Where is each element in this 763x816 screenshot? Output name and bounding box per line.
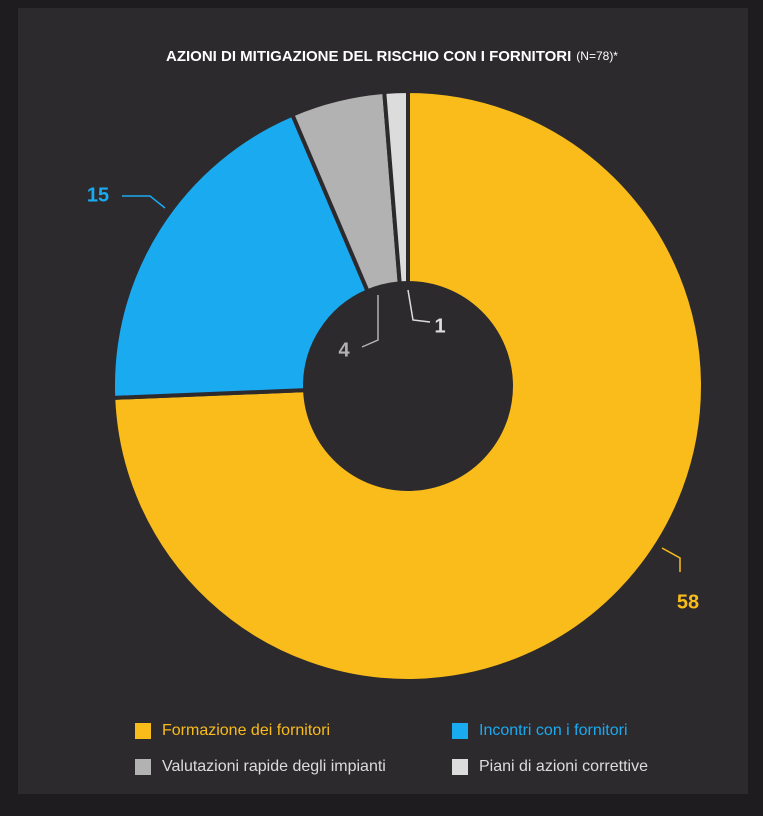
leader-line xyxy=(407,289,431,323)
leader-line xyxy=(361,295,379,348)
data-label: 15 xyxy=(87,184,109,206)
legend-label: Piani di azioni correttive xyxy=(479,758,648,775)
data-label: 1 xyxy=(434,315,445,337)
data-label: 58 xyxy=(677,591,699,613)
chart-title: AZIONI DI MITIGAZIONE DEL RISCHIO CON I … xyxy=(166,48,618,65)
legend-swatch xyxy=(135,723,151,739)
donut-segment xyxy=(111,112,370,400)
subtitle: (N=78)* xyxy=(576,49,618,63)
leader-line xyxy=(661,547,681,572)
leader-lines xyxy=(122,195,681,572)
legend-swatch xyxy=(452,723,468,739)
legend-swatch xyxy=(135,759,151,775)
legend-label: Formazione dei fornitori xyxy=(162,722,330,739)
leader-line xyxy=(122,195,166,209)
donut-segment xyxy=(111,89,705,683)
donut-segment xyxy=(382,89,410,286)
legend-swatch xyxy=(452,759,468,775)
legend-label: Valutazioni rapide degli impianti xyxy=(162,758,386,775)
title: AZIONI DI MITIGAZIONE DEL RISCHIO CON I … xyxy=(166,48,571,65)
data-label: 4 xyxy=(338,339,350,361)
legend-label: Incontri con i fornitori xyxy=(479,722,628,739)
